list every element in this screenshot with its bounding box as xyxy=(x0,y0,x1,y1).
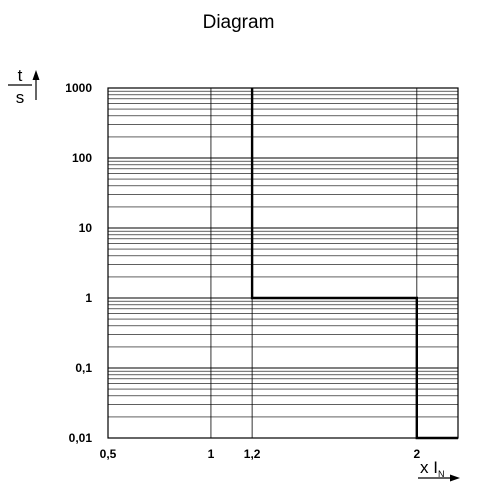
chart-title: Diagram xyxy=(202,12,275,33)
y-axis-arrow-head-icon xyxy=(32,70,40,80)
x-axis-arrow-head-icon xyxy=(450,474,460,482)
y-label-denominator: s xyxy=(16,88,25,107)
y-tick-label: 0,1 xyxy=(75,361,92,375)
x-label-prefix: x IN xyxy=(420,458,444,479)
x-tick-label: 1,2 xyxy=(244,447,261,461)
x-tick-label: 1 xyxy=(208,447,215,461)
y-tick-label: 100 xyxy=(72,151,92,165)
plot-frame xyxy=(107,87,459,439)
x-tick-label: 2 xyxy=(413,447,420,461)
trip-curve xyxy=(250,88,458,440)
series-line xyxy=(250,88,458,440)
y-axis-label: t s xyxy=(8,66,40,107)
y-tick-label: 1 xyxy=(85,291,92,305)
y-tick-label: 10 xyxy=(79,221,93,235)
plot-border xyxy=(107,87,459,439)
x-tick-labels: 0,5 1 1,2 2 xyxy=(100,447,421,461)
y-tick-label: 1000 xyxy=(65,81,92,95)
x-tick-label: 0,5 xyxy=(100,447,117,461)
y-label-numerator: t xyxy=(18,66,23,85)
y-tick-label: 0,01 xyxy=(69,431,93,445)
y-tick-labels: 1000 100 10 1 0,1 0,01 xyxy=(65,81,92,445)
grid xyxy=(107,87,458,439)
x-axis-label: x IN xyxy=(418,458,460,482)
